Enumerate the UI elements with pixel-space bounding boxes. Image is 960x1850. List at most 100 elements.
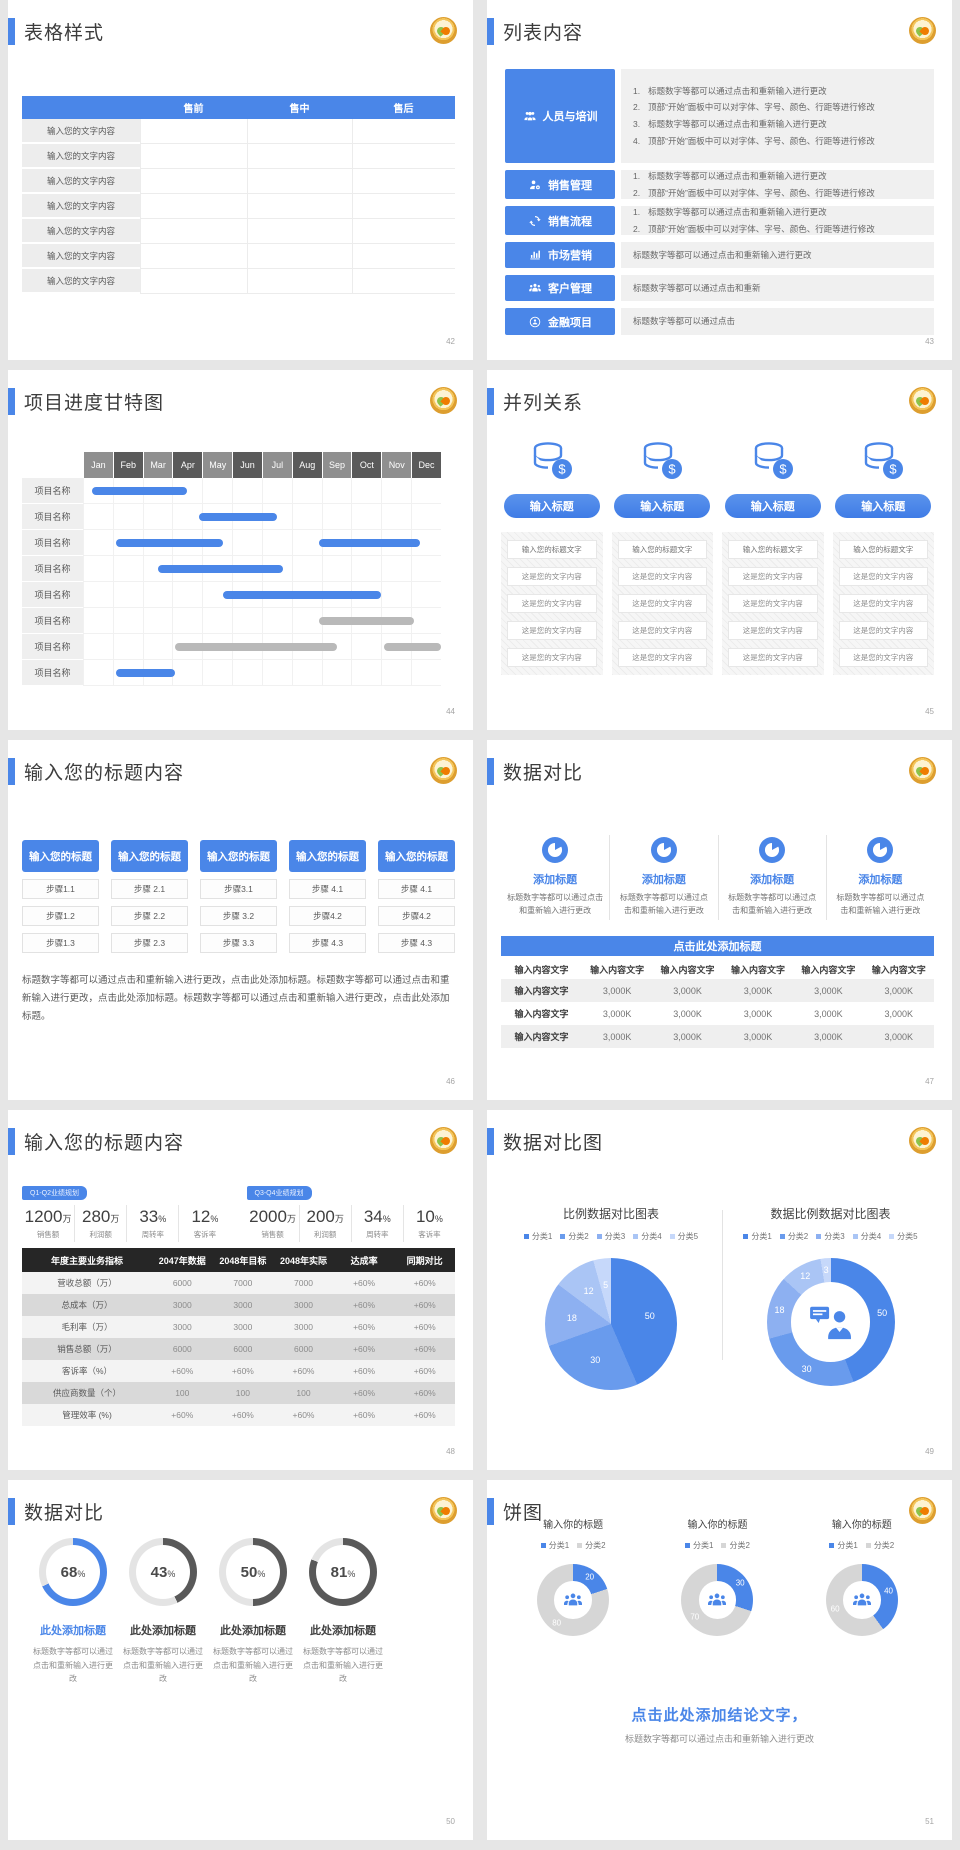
slide-46-steps[interactable]: 输入您的标题内容 输入您的标题 步骤1.1 步骤1.2 步骤1.3 输入您的标题…: [8, 740, 473, 1100]
legend-swatch: [852, 1234, 858, 1239]
slide-45-parallel-relation[interactable]: 并列关系 $ 输入标题 输入您的标题文字 这是您的文字内容 这是您的文字内容 这…: [487, 370, 952, 730]
slide-title-bar: 项目进度甘特图: [8, 388, 164, 415]
gantt-grid-cell: [351, 660, 381, 685]
table-cell: 3,000K: [884, 985, 914, 996]
content-list: 人员与培训 标题数字等都可以通过点击和重新输入进行更改 顶部“开始”面板中可以对…: [505, 69, 934, 335]
bar-chart-icon: [530, 250, 540, 260]
list-item-button[interactable]: 市场营销: [505, 242, 615, 268]
feature-title[interactable]: 添加标题: [750, 874, 795, 886]
slide-51-pie-charts[interactable]: 饼图 输入你的标题 分类1 分类2 20 80 输入你的标题 分类1 分类2 30 70…: [487, 1480, 952, 1840]
gantt-grid-cell: [381, 504, 411, 529]
gantt-grid-cell: [411, 660, 441, 685]
gantt-row-label: 项目名称: [22, 556, 83, 582]
feature-title[interactable]: 添加标题: [533, 874, 578, 886]
add-title-banner[interactable]: 点击此处添加标题: [501, 936, 934, 956]
gantt-row-track: [83, 478, 441, 504]
gantt-row-label: 项目名称: [22, 504, 83, 530]
ring-title[interactable]: 此处添加标题: [220, 1625, 286, 1637]
list-item-button[interactable]: 销售管理: [505, 170, 615, 199]
slide-44-gantt[interactable]: 项目进度甘特图 Jan Feb Mar Apr May Jun Jul Aug Sep Oct No…: [8, 370, 473, 730]
legend-item: 分类1: [743, 1231, 772, 1242]
pie-column: 输入你的标题 分类1 分类2 30 70: [645, 1516, 789, 1636]
ring-title[interactable]: 此处添加标题: [130, 1625, 196, 1637]
chart-title[interactable]: 输入你的标题: [831, 1520, 892, 1531]
conclusion-text[interactable]: 点击此处添加结论文字，: [631, 1707, 808, 1724]
legend-item: 分类4: [852, 1231, 881, 1242]
feature-desc: 标题数字等都可以通过点击和重新输入进行更改: [836, 893, 925, 915]
feature-item: 添加标题 标题数字等都可以通过点击和重新输入进行更改: [825, 835, 934, 920]
gantt-month-cell: Dec: [411, 452, 441, 478]
stat: 200万 利润额: [298, 1205, 351, 1242]
table-cell: 3,000K: [814, 1031, 843, 1042]
gantt-month-cell: Oct: [351, 452, 382, 478]
title-pill-button[interactable]: 输入标题: [614, 494, 711, 518]
table-row: 输入您的文字内容: [22, 144, 455, 169]
title-pill-button[interactable]: 输入标题: [835, 494, 932, 518]
step-column-header[interactable]: 输入您的标题: [378, 840, 455, 872]
legend-item: 分类2: [865, 1540, 894, 1551]
feature-item: 添加标题 标题数字等都可以通过点击和重新输入进行更改: [501, 835, 609, 920]
slide-47-data-compare[interactable]: 数据对比 添加标题 标题数字等都可以通过点击和重新输入进行更改 添加标题 标题数…: [487, 740, 952, 1100]
pie-slice-label: 40: [884, 1586, 893, 1596]
table-cell: 3,000K: [602, 985, 632, 996]
table-cell: [352, 219, 455, 244]
slide-43-list-content[interactable]: 列表内容 人员与培训 标题数字等都可以通过点击和重新输入进行更改 顶部“开始”面…: [487, 0, 952, 360]
stat-group: Q1-Q2业绩规划 1200万 销售额 280万 利润额 33% 周转率 12% 客诉率: [22, 1182, 231, 1242]
table-cell: [247, 119, 352, 144]
gantt-grid-cell: [83, 504, 113, 529]
ring-title[interactable]: 此处添加标题: [40, 1625, 106, 1637]
gantt-row-track: [83, 504, 441, 530]
progress-ring: 68%: [39, 1538, 107, 1606]
parallel-column: $ 输入标题 输入您的标题文字 这是您的文字内容 这是您的文字内容 这是您的文字…: [611, 440, 713, 675]
ring-title[interactable]: 此处添加标题: [310, 1625, 376, 1637]
title-pill-button[interactable]: 输入标题: [724, 494, 821, 518]
gantt-grid-cell: [232, 608, 262, 633]
chart-title[interactable]: 输入你的标题: [543, 1520, 604, 1531]
svg-text:$: $: [558, 462, 566, 477]
table-cell: +60%: [413, 1300, 436, 1310]
slide-48-kpi-table[interactable]: 输入您的标题内容 Q1-Q2业绩规划 1200万 销售额 280万 利润额 33% 周…: [8, 1110, 473, 1470]
slide-49-compare-charts[interactable]: 数据对比图 比例数据对比图表 分类1 分类2 分类3 分类4 分类5 50 30 18 12 5…: [487, 1110, 952, 1470]
title-pill-button[interactable]: 输入标题: [503, 494, 600, 518]
gantt-bar: [223, 591, 382, 599]
table-cell: +60%: [231, 1366, 254, 1376]
gantt-grid-cell: [321, 504, 352, 529]
chart-title[interactable]: 输入你的标题: [687, 1520, 748, 1531]
gantt-grid-cell: [83, 660, 113, 685]
slide-50-progress-rings[interactable]: 数据对比 68% 此处添加标题 标题数字等都可以通过点击和重新输入进行更改 43…: [8, 1480, 473, 1840]
people-training-icon: [523, 111, 536, 121]
step-column-header[interactable]: 输入您的标题: [22, 840, 99, 872]
list-item-text: 标题数字等都可以通过点击和重新输入进行更改: [621, 242, 934, 268]
gantt-grid-cell: [83, 530, 113, 555]
group-tag: Q1-Q2业绩规划: [22, 1186, 88, 1200]
slide-title: 项目进度甘特图: [24, 393, 165, 414]
cycle-arrows-icon: [529, 215, 541, 226]
list-item-button[interactable]: 金融项目: [505, 308, 615, 335]
step-column-header[interactable]: 输入您的标题: [111, 840, 188, 872]
table-row: 供应商数量（个） 100 100 100 +60% +60%: [22, 1382, 455, 1404]
list-item-button[interactable]: 人员与培训: [505, 69, 615, 163]
legend-swatch: [816, 1234, 822, 1239]
table-cell: 营收总额（万）: [57, 1278, 117, 1288]
step-box: 步骤 4.1: [289, 879, 366, 899]
gold-medal-logo: [430, 1127, 457, 1154]
step-column-header[interactable]: 输入您的标题: [200, 840, 277, 872]
gantt-month-cell: Mar: [142, 452, 173, 478]
slide-42-table-style[interactable]: 表格样式 售前 售中 售后 输入您的文字内容 输入您的文字内容 输入您的文字内容 输入您的文…: [8, 0, 473, 360]
feature-title[interactable]: 添加标题: [641, 874, 686, 886]
feature-title[interactable]: 添加标题: [858, 874, 903, 886]
parallel-column: $ 输入标题 输入您的标题文字 这是您的文字内容 这是您的文字内容 这是您的文字…: [722, 440, 824, 675]
pie-slice-label: 18: [774, 1304, 785, 1315]
feature-row: 添加标题 标题数字等都可以通过点击和重新输入进行更改 添加标题 标题数字等都可以…: [501, 835, 934, 920]
gantt-grid-cell: [112, 556, 143, 581]
list-item: 金融项目 标题数字等都可以通过点击: [505, 308, 934, 335]
gantt-grid-cell: [172, 660, 202, 685]
legend-swatch: [633, 1234, 639, 1239]
step-column-header[interactable]: 输入您的标题: [289, 840, 366, 872]
slide-title: 输入您的标题内容: [24, 1133, 185, 1154]
list-item-button[interactable]: 客户管理: [505, 275, 615, 301]
table-header-cell: 输入内容文字: [660, 965, 715, 975]
table-header-cell: 输入内容文字: [871, 965, 926, 975]
slide-title: 数据对比: [24, 1503, 105, 1524]
list-item-button[interactable]: 销售流程: [505, 206, 615, 235]
